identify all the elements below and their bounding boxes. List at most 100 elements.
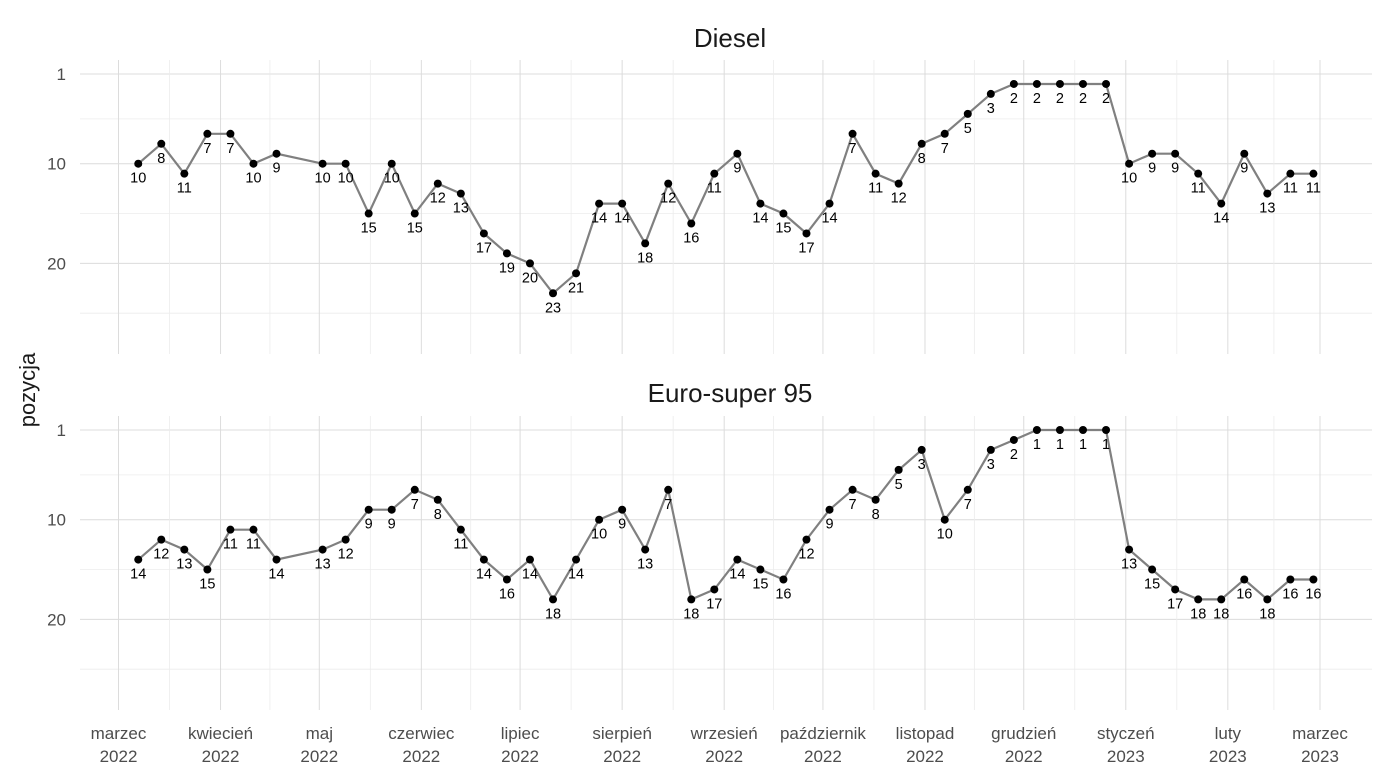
data-point: [364, 505, 373, 514]
x-axis: marzec 2022 kwiecień 2022 maj 2022 czerwiec 202…: [91, 724, 1349, 766]
data-label: 11: [868, 181, 883, 197]
data-point: [733, 555, 742, 564]
data-point: [572, 269, 581, 278]
data-point: [525, 259, 534, 268]
data-point: [549, 595, 558, 604]
data-point: [341, 535, 350, 544]
data-label: 8: [434, 507, 442, 523]
data-point: [595, 515, 604, 524]
data-point: [410, 209, 419, 218]
data-label: 13: [315, 557, 331, 573]
data-point: [1125, 159, 1134, 168]
data-point: [687, 595, 696, 604]
data-label: 16: [1282, 587, 1298, 603]
data-label: 23: [545, 300, 561, 316]
data-point: [1309, 169, 1318, 178]
y-tick-label: 10: [47, 155, 66, 174]
data-point: [479, 555, 488, 564]
data-point: [825, 505, 834, 514]
data-label: 13: [637, 557, 653, 573]
x-tick-label-year: 2022: [202, 747, 240, 766]
data-label: 13: [453, 201, 469, 217]
series-line: [137, 428, 1314, 602]
data-point: [1055, 79, 1064, 88]
data-label: 12: [153, 547, 169, 563]
data-label: 7: [849, 141, 857, 157]
data-point: [1286, 169, 1295, 178]
x-tick-label-year: 2022: [705, 747, 743, 766]
y-tick-label: 1: [57, 65, 66, 84]
data-label: 11: [1283, 181, 1298, 197]
data-point: [1032, 426, 1041, 434]
data-label: 18: [637, 250, 653, 266]
data-point: [710, 169, 719, 178]
data-point: [410, 485, 419, 494]
data-point: [226, 129, 235, 138]
y-tick-label: 1: [57, 421, 66, 440]
data-point: [1240, 149, 1249, 158]
data-point: [894, 465, 903, 474]
y-axis-title: pozycja: [15, 352, 40, 427]
data-point: [272, 149, 281, 158]
data-label: 17: [706, 596, 722, 612]
data-point: [940, 129, 949, 138]
data-point: [871, 495, 880, 504]
data-point: [1148, 149, 1157, 158]
data-point: [180, 169, 189, 178]
data-point: [549, 289, 558, 298]
x-tick-label-year: 2022: [1005, 747, 1043, 766]
data-label: 3: [987, 457, 995, 473]
x-tick-label-month: listopad: [896, 724, 955, 743]
data-point: [203, 129, 212, 138]
data-point: [1009, 79, 1018, 88]
data-label: 1: [1033, 437, 1041, 453]
data-label: 15: [752, 577, 768, 593]
x-tick-label-year: 2022: [501, 747, 539, 766]
data-point: [595, 199, 604, 208]
data-point: [1309, 575, 1318, 584]
data-point: [1171, 149, 1180, 158]
data-point: [203, 565, 212, 574]
data-label: 18: [1190, 606, 1206, 622]
data-point: [618, 199, 627, 208]
data-label: 2: [1010, 447, 1018, 463]
y-tick-label: 20: [47, 254, 66, 273]
x-tick-label-month: grudzień: [991, 724, 1056, 743]
data-point: [318, 545, 327, 554]
data-point: [272, 555, 281, 564]
data-label: 15: [1144, 577, 1160, 593]
data-label: 9: [365, 517, 373, 533]
data-label: 9: [272, 161, 280, 177]
data-point: [917, 139, 926, 148]
data-point: [756, 565, 765, 574]
data-label: 2: [1010, 91, 1018, 107]
data-label: 18: [683, 606, 699, 622]
data-point: [917, 445, 926, 454]
data-label: 12: [798, 547, 814, 563]
data-label: 10: [384, 171, 400, 187]
data-point: [456, 525, 465, 534]
data-label: 11: [177, 181, 192, 197]
data-point: [502, 249, 511, 258]
x-tick-label-year: 2023: [1107, 747, 1145, 766]
data-point: [1032, 79, 1041, 88]
x-tick-label-month: kwiecień: [188, 724, 253, 743]
data-point: [1125, 545, 1134, 554]
data-point: [641, 239, 650, 248]
data-point: [157, 139, 166, 148]
data-point: [986, 89, 995, 98]
data-point: [456, 189, 465, 198]
data-point: [802, 229, 811, 238]
data-point: [1009, 435, 1018, 444]
data-label: 13: [1259, 201, 1275, 217]
data-label: 9: [825, 517, 833, 533]
x-tick-label-year: 2022: [906, 747, 944, 766]
data-label: 11: [1191, 181, 1206, 197]
data-point: [134, 159, 143, 168]
data-label: 9: [1240, 161, 1248, 177]
data-label: 8: [918, 151, 926, 167]
data-label: 14: [729, 567, 745, 583]
data-label: 11: [707, 181, 722, 197]
x-tick-label-month: marzec: [91, 724, 147, 743]
